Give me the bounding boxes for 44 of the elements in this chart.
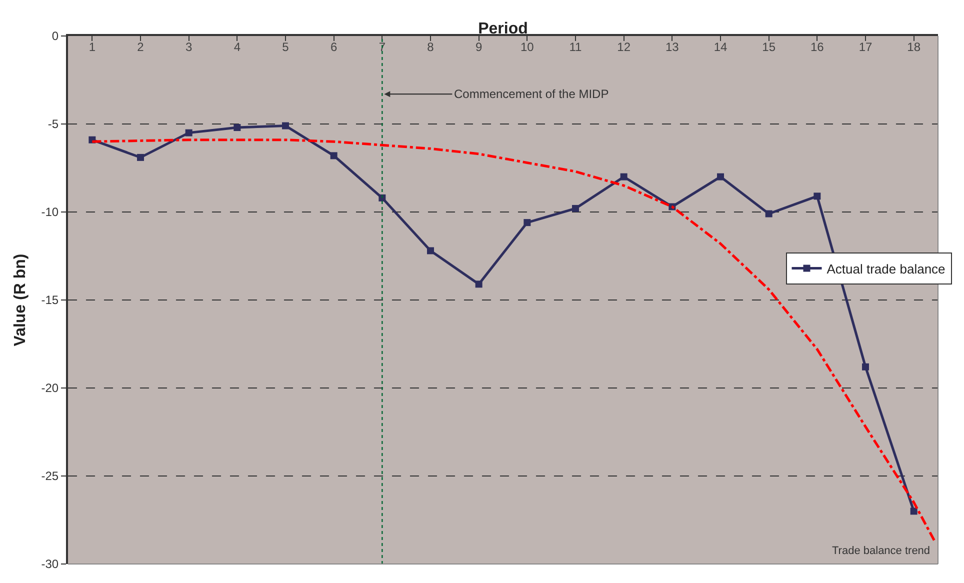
point: [524, 219, 531, 226]
x-tick-label: 5: [282, 40, 290, 54]
y-tick-label: 0: [52, 29, 59, 44]
point: [814, 192, 821, 200]
point: [282, 122, 289, 130]
point: [475, 280, 482, 288]
x-tick-label: 9: [475, 40, 482, 54]
point: [572, 204, 579, 212]
y-tick-label: -5: [48, 117, 59, 132]
x-tick-label: 3: [185, 40, 192, 54]
x-tick-label: 14: [714, 40, 728, 54]
x-tick-label: 10: [520, 40, 534, 54]
x-tick-label: 15: [762, 40, 776, 54]
point: [862, 363, 869, 370]
point: [185, 129, 192, 136]
point: [717, 173, 724, 180]
point: [765, 210, 772, 218]
point: [427, 247, 434, 254]
x-tick-label: 2: [137, 40, 144, 54]
x-tick-label: 13: [665, 40, 680, 54]
annotation: Trade balance trend: [832, 545, 930, 557]
y-tick-label: -25: [41, 469, 59, 484]
x-tick-label: 18: [907, 40, 921, 54]
x-tick-label: 17: [858, 40, 872, 54]
x-tick-label: 11: [569, 40, 582, 54]
y-tick-label: -10: [41, 205, 59, 220]
ref-line-label: Commencement of the MIDP: [454, 87, 609, 101]
y-tick-label: -20: [41, 381, 59, 396]
x-axis-title: Period: [478, 20, 528, 38]
point: [234, 124, 241, 132]
x-tick-label: 16: [810, 40, 824, 54]
y-tick-label: -30: [41, 557, 59, 572]
x-tick-label: 4: [234, 40, 241, 54]
x-tick-label: 8: [427, 40, 434, 54]
legend-label: Actual trade balance: [826, 261, 946, 276]
x-tick-label: 6: [330, 40, 338, 54]
point: [330, 152, 338, 160]
x-tick-label: 12: [617, 40, 631, 54]
point: [910, 508, 918, 515]
x-tick-label: 1: [88, 40, 96, 54]
y-tick-label: -15: [41, 293, 59, 308]
point: [620, 173, 628, 180]
y-axis-title: Value (R bn): [12, 254, 29, 346]
point: [137, 154, 144, 161]
